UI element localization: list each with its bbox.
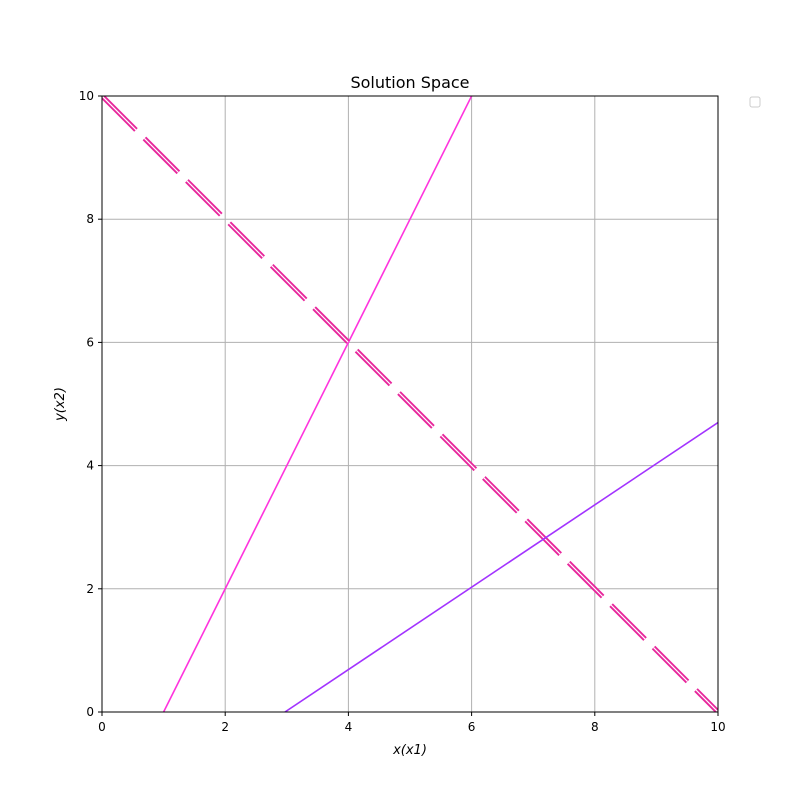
y-tick-label-6: 6: [86, 335, 94, 349]
x-tick-label-6: 6: [468, 720, 476, 734]
y-tick-label-0: 0: [86, 705, 94, 719]
x-tick-label-0: 0: [98, 720, 106, 734]
y-tick-label-2: 2: [86, 582, 94, 596]
x-axis-label: x(x1): [392, 743, 427, 758]
plot-frame: [101, 95, 719, 713]
series-layer: [102, 96, 718, 712]
x-tick-label-4: 4: [345, 720, 353, 734]
y-tick-label-4: 4: [86, 459, 94, 473]
y-tick-label-8: 8: [86, 212, 94, 226]
x-axis-ticks: 0 2 4 6 8 10: [98, 712, 726, 734]
series-0-line: [162, 96, 473, 712]
series-2-line: [284, 421, 718, 712]
y-axis-label: y(x2): [53, 387, 68, 422]
x-tick-label-10: 10: [710, 720, 725, 734]
x-tick-label-8: 8: [591, 720, 599, 734]
series-1-line-core: [102, 96, 718, 712]
legend-box: [749, 96, 761, 108]
y-tick-label-10: 10: [79, 89, 94, 103]
x-tick-label-2: 2: [221, 720, 229, 734]
y-axis-ticks: 0 2 4 6 8 10: [79, 89, 102, 719]
chart-title: Solution Space: [350, 73, 469, 92]
